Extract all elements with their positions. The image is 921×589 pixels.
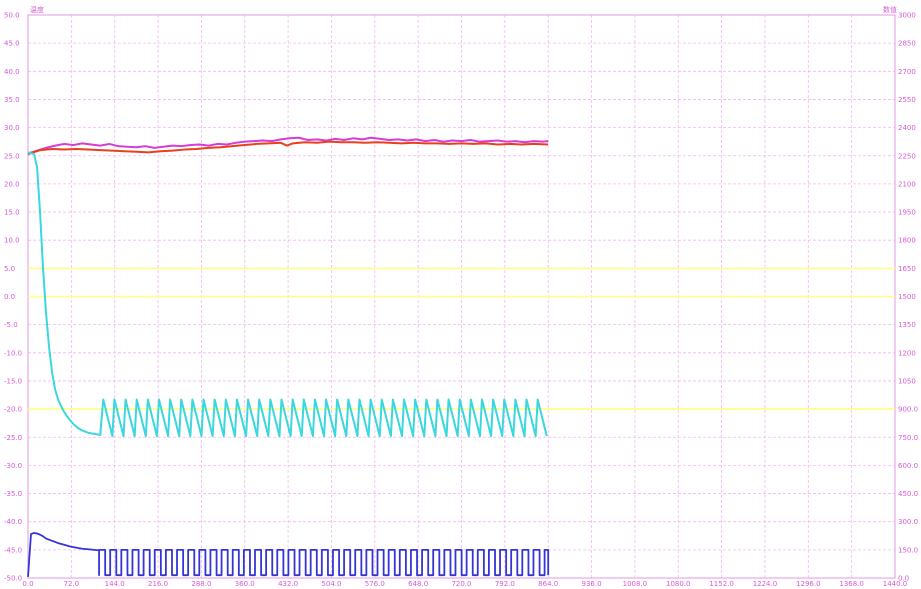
- x-axis-tick-label: 792.0: [495, 580, 515, 588]
- left-axis-label: 温度: [30, 5, 44, 14]
- right-axis-tick-label: 2850: [898, 40, 916, 48]
- right-axis-tick-label: 1350: [898, 321, 916, 329]
- x-axis-tick-label: 648.0: [408, 580, 428, 588]
- left-axis-tick-label: -35.0: [4, 490, 22, 498]
- left-axis-tick-label: 15.0: [4, 209, 20, 217]
- right-axis-tick-label: 2100: [898, 180, 916, 188]
- right-axis-tick-label: 900.0: [898, 406, 918, 414]
- left-axis-tick-label: 0.0: [4, 293, 15, 301]
- right-axis-tick-label: 2700: [898, 68, 916, 76]
- x-axis-tick-label: 1296.0: [796, 580, 821, 588]
- left-axis-tick-label: 30.0: [4, 124, 20, 132]
- left-axis-tick-label: 5.0: [4, 265, 15, 273]
- series-line-3: [27, 151, 548, 438]
- left-axis-tick-label: 45.0: [4, 40, 20, 48]
- left-axis-tick-label: 20.0: [4, 180, 20, 188]
- x-axis-tick-label: 216.0: [148, 580, 168, 588]
- left-axis-tick-label: -25.0: [4, 434, 22, 442]
- left-axis-tick-label: -45.0: [4, 546, 22, 554]
- right-axis-tick-label: 600.0: [898, 462, 918, 470]
- x-axis-tick-label: 72.0: [64, 580, 80, 588]
- right-axis-label: 数值: [883, 5, 897, 14]
- x-axis-tick-label: 360.0: [235, 580, 255, 588]
- left-axis-tick-label: 25.0: [4, 152, 20, 160]
- left-axis-tick-label: -50.0: [4, 575, 22, 583]
- right-axis-tick-label: 1200: [898, 349, 916, 357]
- left-axis-tick-label: -5.0: [4, 321, 18, 329]
- right-axis-tick-label: 450.0: [898, 490, 918, 498]
- x-axis-tick-label: 720.0: [451, 580, 471, 588]
- left-axis-tick-label: 50.0: [4, 12, 20, 20]
- x-axis-tick-label: 864.0: [538, 580, 558, 588]
- series-line-4: [27, 532, 550, 577]
- x-axis-tick-label: 0.0: [22, 580, 33, 588]
- x-axis-tick-label: 1440.0: [883, 580, 908, 588]
- right-axis-tick-label: 750.0: [898, 434, 918, 442]
- series-line-2: [27, 140, 549, 156]
- x-axis-tick-label: 1224.0: [753, 580, 778, 588]
- right-axis-tick-label: 1800: [898, 237, 916, 245]
- x-axis-tick-label: 432.0: [278, 580, 298, 588]
- right-axis-tick-label: 1050: [898, 377, 916, 385]
- right-axis-tick-label: 0.0: [898, 575, 909, 583]
- left-axis-tick-label: 40.0: [4, 68, 20, 76]
- right-axis-tick-label: 150.0: [898, 546, 918, 554]
- x-axis-tick-label: 1368.0: [839, 580, 864, 588]
- series-line-1: [27, 136, 549, 155]
- left-axis-tick-label: -30.0: [4, 462, 22, 470]
- left-axis-tick-label: 35.0: [4, 96, 20, 104]
- right-axis-tick-label: 2250: [898, 152, 916, 160]
- left-axis-tick-label: -15.0: [4, 377, 22, 385]
- left-axis-tick-label: -10.0: [4, 349, 22, 357]
- left-axis-tick-label: 10.0: [4, 237, 20, 245]
- x-axis-tick-label: 144.0: [105, 580, 125, 588]
- left-axis-tick-label: -20.0: [4, 406, 22, 414]
- x-axis-tick-label: 1008.0: [623, 580, 648, 588]
- x-axis-tick-label: 288.0: [191, 580, 211, 588]
- x-axis-tick-label: 504.0: [321, 580, 341, 588]
- x-axis-tick-label: 936.0: [582, 580, 602, 588]
- right-axis-tick-label: 1950: [898, 209, 916, 217]
- left-axis-tick-label: -40.0: [4, 518, 22, 526]
- x-axis-tick-label: 576.0: [365, 580, 385, 588]
- right-axis-tick-label: 1650: [898, 265, 916, 273]
- x-axis-tick-label: 1080.0: [666, 580, 691, 588]
- right-axis-tick-label: 300.0: [898, 518, 918, 526]
- right-axis-tick-label: 2550: [898, 96, 916, 104]
- right-axis-tick-label: 3000: [898, 12, 916, 20]
- right-axis-tick-label: 1500: [898, 293, 916, 301]
- right-axis-tick-label: 2400: [898, 124, 916, 132]
- x-axis-tick-label: 1152.0: [709, 580, 734, 588]
